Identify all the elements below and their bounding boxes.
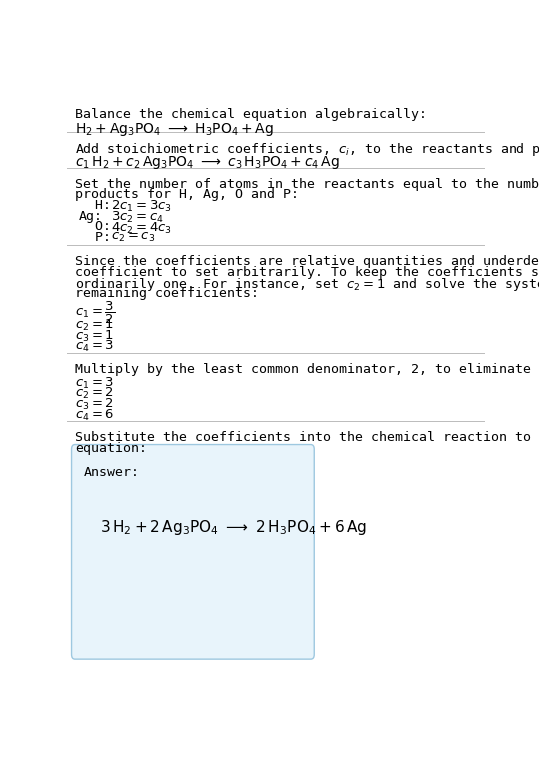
FancyBboxPatch shape — [72, 445, 314, 659]
Text: P:: P: — [79, 231, 111, 244]
Text: Add stoichiometric coefficients, $c_i$, to the reactants and products:: Add stoichiometric coefficients, $c_i$, … — [75, 141, 539, 158]
Text: $c_3 = 2$: $c_3 = 2$ — [75, 397, 114, 412]
Text: coefficient to set arbitrarily. To keep the coefficients small, the arbitrary va: coefficient to set arbitrarily. To keep … — [75, 266, 539, 279]
Text: $c_2 = 2$: $c_2 = 2$ — [75, 386, 114, 401]
Text: $c_1 = 3$: $c_1 = 3$ — [75, 376, 114, 391]
Text: Set the number of atoms in the reactants equal to the number of atoms in the: Set the number of atoms in the reactants… — [75, 178, 539, 191]
Text: $c_1 = \dfrac{3}{2}$: $c_1 = \dfrac{3}{2}$ — [75, 300, 115, 326]
Text: Multiply by the least common denominator, 2, to eliminate fractional coefficient: Multiply by the least common denominator… — [75, 363, 539, 375]
Text: $c_1\,\mathrm{H_2} + c_2\,\mathrm{Ag_3PO_4} \ {\longrightarrow} \ c_3\,\mathrm{H: $c_1\,\mathrm{H_2} + c_2\,\mathrm{Ag_3PO… — [75, 154, 340, 171]
Text: $c_2 = 1$: $c_2 = 1$ — [75, 318, 114, 333]
Text: Answer:: Answer: — [84, 466, 140, 479]
Text: $c_4 = 3$: $c_4 = 3$ — [75, 340, 114, 354]
Text: O:: O: — [79, 221, 111, 233]
Text: equation:: equation: — [75, 442, 147, 455]
Text: ordinarily one. For instance, set $c_2 = 1$ and solve the system of equations fo: ordinarily one. For instance, set $c_2 =… — [75, 276, 539, 293]
Text: Since the coefficients are relative quantities and underdetermined, choose a: Since the coefficients are relative quan… — [75, 255, 539, 268]
Text: $\mathrm{H_2 + Ag_3PO_4 \ {\longrightarrow} \ H_3PO_4 + Ag}$: $\mathrm{H_2 + Ag_3PO_4 \ {\longrightarr… — [75, 120, 274, 137]
Text: $3\,\mathrm{H_2} + 2\,\mathrm{Ag_3PO_4} \ {\longrightarrow} \ 2\,\mathrm{H_3PO_4: $3\,\mathrm{H_2} + 2\,\mathrm{Ag_3PO_4} … — [100, 518, 367, 537]
Text: Ag:: Ag: — [79, 210, 103, 223]
Text: $4 c_2 = 4 c_3$: $4 c_2 = 4 c_3$ — [111, 221, 172, 235]
Text: H:: H: — [79, 199, 111, 212]
Text: $c_2 = c_3$: $c_2 = c_3$ — [111, 231, 155, 244]
Text: $c_3 = 1$: $c_3 = 1$ — [75, 329, 114, 344]
Text: $3 c_2 = c_4$: $3 c_2 = c_4$ — [111, 210, 164, 225]
Text: products for H, Ag, O and P:: products for H, Ag, O and P: — [75, 188, 299, 201]
Text: $c_4 = 6$: $c_4 = 6$ — [75, 408, 114, 423]
Text: remaining coefficients:: remaining coefficients: — [75, 287, 259, 300]
Text: Balance the chemical equation algebraically:: Balance the chemical equation algebraica… — [75, 108, 427, 121]
Text: Substitute the coefficients into the chemical reaction to obtain the balanced: Substitute the coefficients into the che… — [75, 431, 539, 444]
Text: $2 c_1 = 3 c_3$: $2 c_1 = 3 c_3$ — [111, 199, 172, 214]
